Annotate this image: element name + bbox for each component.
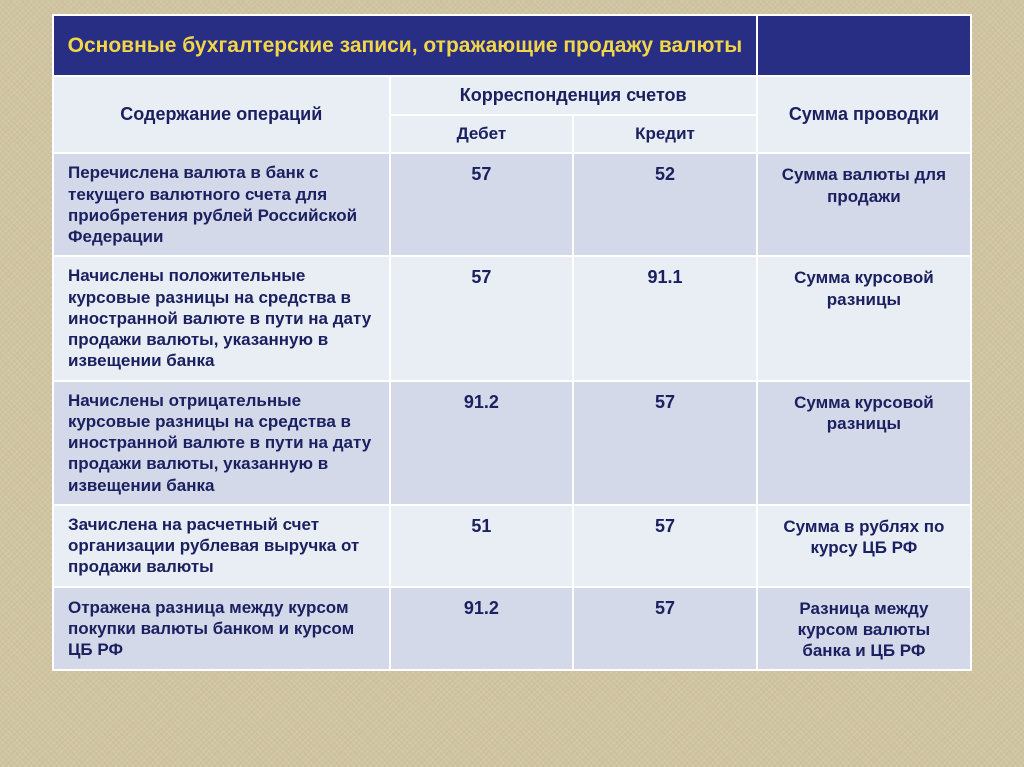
- table-row: Начислены отрицательные курсовые разницы…: [53, 381, 971, 505]
- cell-op: Перечислена валюта в банк с текущего вал…: [53, 153, 390, 256]
- cell-credit: 57: [573, 505, 757, 587]
- cell-credit: 91.1: [573, 256, 757, 380]
- cell-debit: 51: [390, 505, 574, 587]
- table-row: Перечислена валюта в банк с текущего вал…: [53, 153, 971, 256]
- header-row-1: Содержание операций Корреспонденция счет…: [53, 76, 971, 115]
- cell-debit: 57: [390, 153, 574, 256]
- table-row: Начислены положительные курсовые разницы…: [53, 256, 971, 380]
- title-blank: [757, 15, 971, 76]
- table-row: Отражена разница между курсом покупки ва…: [53, 587, 971, 671]
- col-debit: Дебет: [390, 115, 574, 153]
- table-container: Основные бухгалтерские записи, отражающи…: [52, 14, 972, 671]
- cell-sum: Сумма курсовой разницы: [757, 256, 971, 380]
- cell-sum: Разница между курсом валюты банка и ЦБ Р…: [757, 587, 971, 671]
- cell-sum: Сумма в рублях по курсу ЦБ РФ: [757, 505, 971, 587]
- table-row: Зачислена на расчетный счет организации …: [53, 505, 971, 587]
- cell-credit: 52: [573, 153, 757, 256]
- table-title: Основные бухгалтерские записи, отражающи…: [53, 15, 757, 76]
- accounting-table: Основные бухгалтерские записи, отражающи…: [52, 14, 972, 671]
- cell-op: Начислены отрицательные курсовые разницы…: [53, 381, 390, 505]
- col-correspondence: Корреспонденция счетов: [390, 76, 757, 115]
- col-sum: Сумма проводки: [757, 76, 971, 153]
- cell-credit: 57: [573, 381, 757, 505]
- cell-op: Зачислена на расчетный счет организации …: [53, 505, 390, 587]
- cell-debit: 57: [390, 256, 574, 380]
- cell-op: Отражена разница между курсом покупки ва…: [53, 587, 390, 671]
- cell-op: Начислены положительные курсовые разницы…: [53, 256, 390, 380]
- col-operations: Содержание операций: [53, 76, 390, 153]
- col-credit: Кредит: [573, 115, 757, 153]
- cell-debit: 91.2: [390, 381, 574, 505]
- cell-debit: 91.2: [390, 587, 574, 671]
- table-body: Перечислена валюта в банк с текущего вал…: [53, 153, 971, 670]
- cell-sum: Сумма курсовой разницы: [757, 381, 971, 505]
- cell-credit: 57: [573, 587, 757, 671]
- title-row: Основные бухгалтерские записи, отражающи…: [53, 15, 971, 76]
- cell-sum: Сумма валюты для продажи: [757, 153, 971, 256]
